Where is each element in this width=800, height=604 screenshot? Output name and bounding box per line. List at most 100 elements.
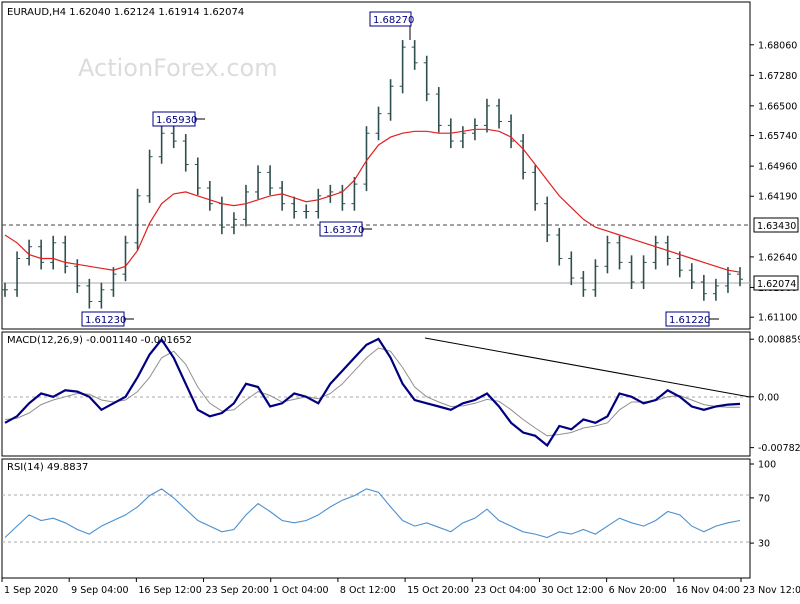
rsi-tick-label: 100 — [758, 460, 776, 471]
time-x-axis: 1 Sep 2020 9 Sep 04:00 16 Sep 12:00 23 Sep … — [1, 578, 800, 596]
price-bar — [86, 278, 93, 309]
macd-panel-title: MACD(12,26,9) -0.001140 -0.001652 — [7, 335, 192, 346]
x-tick-label: 9 Sep 04:00 — [71, 585, 128, 596]
rsi-tick-label: 70 — [758, 493, 770, 504]
price-tick-label: 1.61100 — [758, 313, 797, 324]
price-bar — [640, 255, 647, 289]
price-bar — [363, 126, 370, 192]
price-bar — [170, 126, 177, 149]
price-tick-label: 1.67280 — [758, 71, 797, 82]
x-tick-label: 16 Nov 04:00 — [676, 585, 740, 596]
price-bar — [279, 180, 286, 211]
current-price-label: 1.62074 — [757, 279, 796, 290]
price-bar — [26, 239, 33, 266]
x-tick-label: 6 Nov 20:00 — [609, 585, 667, 596]
price-bar — [38, 239, 45, 270]
annotation-sep-high: 1.65930 — [152, 111, 205, 127]
price-bar — [544, 196, 551, 243]
price-bar — [182, 134, 189, 172]
watermark: ActionForex.com — [78, 54, 278, 82]
price-bar — [387, 79, 394, 121]
price-tick-label: 1.66500 — [758, 101, 797, 112]
x-tick-label: 1 Oct 04:00 — [273, 585, 329, 596]
macd-signal-line — [4, 347, 740, 437]
price-bar — [50, 235, 57, 270]
macd-tick-label: 0.00 — [758, 392, 779, 403]
price-bar — [508, 114, 515, 149]
macd-y-axis: 0.008859 0.00 -0.007826 — [750, 335, 800, 454]
resistance-price-box: 1.63430 — [753, 217, 799, 233]
price-bar — [267, 165, 274, 196]
x-tick-label: 8 Oct 12:00 — [340, 585, 396, 596]
annotation-sep-low-label: 1.61230 — [85, 315, 126, 326]
annotation-sep-high-label: 1.65930 — [156, 115, 197, 126]
price-bar — [676, 251, 683, 278]
price-bar — [351, 177, 358, 211]
price-bar — [14, 251, 21, 297]
price-bar — [411, 40, 418, 70]
price-bar — [158, 126, 165, 164]
x-tick-label: 1 Sep 2020 — [4, 585, 58, 596]
price-bar — [134, 188, 141, 250]
price-bar — [652, 235, 659, 270]
rsi-line — [4, 488, 741, 539]
rsi-y-axis: 100 70 30 — [750, 460, 776, 550]
price-panel: ActionForex.com EURAUD,H4 1.62040 1.6212… — [1, 1, 799, 330]
x-tick-label: 23 Nov 12:00 — [743, 585, 800, 596]
price-bar — [98, 282, 105, 309]
price-bar — [616, 235, 623, 270]
annotation-nov-low-label: 1.61220 — [669, 315, 710, 326]
x-tick-label: 23 Oct 04:00 — [474, 585, 536, 596]
price-bar — [230, 212, 237, 235]
rsi-tick-label: 30 — [758, 539, 770, 550]
annotation-oct-low-label: 1.63370 — [323, 225, 364, 236]
price-tick-label: 1.64190 — [758, 192, 797, 203]
macd-tick-label: -0.007826 — [758, 443, 800, 454]
price-bar — [520, 134, 527, 180]
price-bar — [556, 227, 563, 266]
price-bar — [194, 157, 201, 196]
annotation-high-label: 1.68270 — [373, 15, 414, 26]
price-bar — [483, 98, 490, 133]
annotation-nov-low: 1.61220 — [665, 311, 719, 327]
price-bar — [303, 204, 310, 219]
price-bar — [459, 126, 466, 149]
annotation-oct-low: 1.63370 — [319, 221, 372, 237]
price-bar — [110, 267, 117, 297]
price-bar — [146, 149, 153, 203]
macd-main-line — [4, 337, 741, 448]
macd-trendline — [424, 337, 751, 398]
rsi-panel: RSI(14) 49.8837 100 70 30 — [1, 458, 776, 579]
x-tick-label: 15 Oct 20:00 — [407, 585, 469, 596]
moving-average-line — [4, 128, 741, 273]
x-tick-label: 23 Sep 20:00 — [206, 585, 269, 596]
price-tick-label: 1.65740 — [758, 131, 797, 142]
annotation-sep-low: 1.61230 — [81, 311, 134, 327]
price-bar — [242, 184, 249, 227]
price-bar — [2, 282, 8, 297]
price-bar — [122, 235, 129, 282]
price-bar — [532, 165, 539, 211]
price-bar — [724, 267, 731, 293]
rsi-panel-title: RSI(14) 49.8837 — [7, 462, 88, 473]
price-bar — [291, 196, 298, 219]
x-tick-label: 16 Sep 12:00 — [138, 585, 201, 596]
resistance-price-label: 1.63430 — [757, 221, 796, 232]
price-bars — [2, 40, 743, 309]
price-bar — [206, 180, 213, 211]
price-panel-title: EURAUD,H4 1.62040 1.62124 1.61914 1.6207… — [7, 7, 244, 18]
annotation-high: 1.68270 — [369, 11, 414, 40]
price-bar — [399, 40, 406, 94]
price-bar — [628, 255, 635, 289]
price-tick-label: 1.68060 — [758, 40, 797, 51]
current-price-box: 1.62074 — [753, 275, 799, 291]
x-tick-label: 30 Oct 12:00 — [541, 585, 603, 596]
price-tick-label: 1.62640 — [758, 252, 797, 263]
price-bar — [737, 267, 743, 287]
price-tick-label: 1.64960 — [758, 162, 797, 173]
price-bar — [712, 278, 719, 301]
macd-tick-label: 0.008859 — [758, 335, 800, 346]
price-bar — [375, 106, 382, 141]
